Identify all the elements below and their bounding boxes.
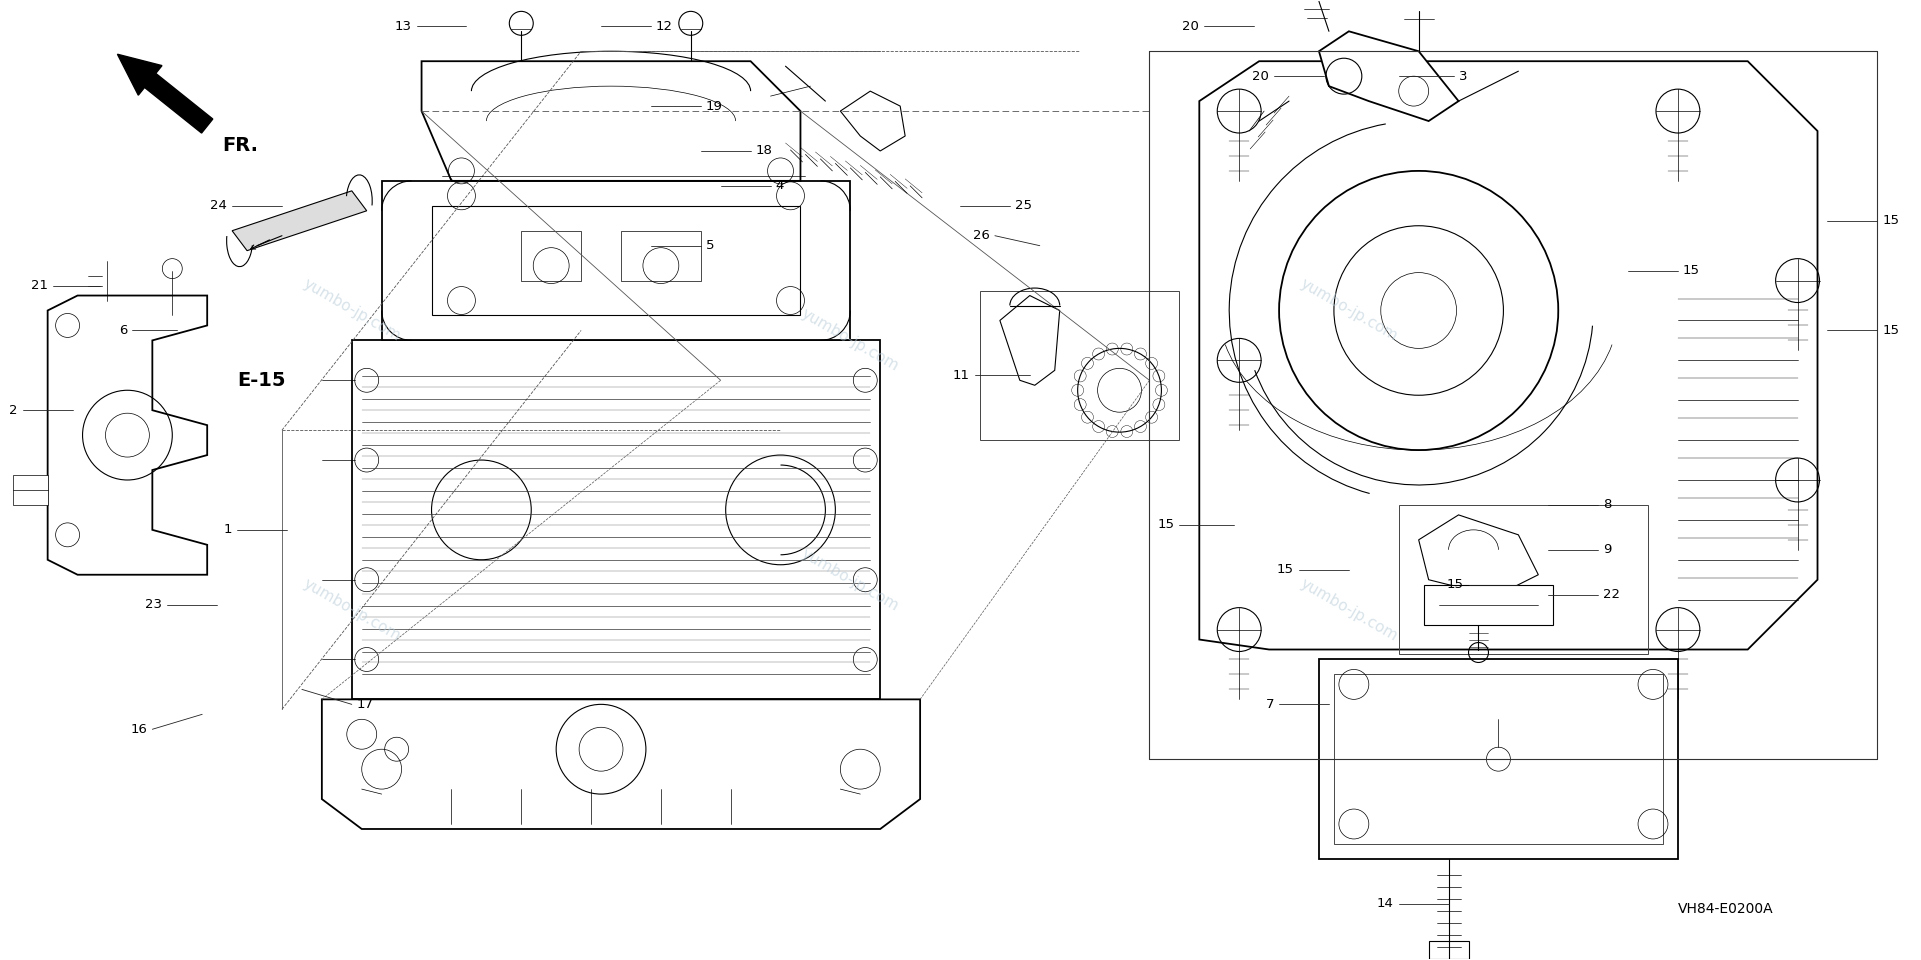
Text: 4: 4 xyxy=(776,180,784,192)
Text: 1: 1 xyxy=(223,523,232,537)
Text: 16: 16 xyxy=(131,723,148,735)
Text: 15: 15 xyxy=(1277,564,1295,576)
Text: yumbo-jp.com: yumbo-jp.com xyxy=(300,276,403,345)
Text: 25: 25 xyxy=(1014,200,1032,212)
Polygon shape xyxy=(1429,941,1468,959)
Text: 6: 6 xyxy=(119,324,127,337)
Text: 11: 11 xyxy=(953,369,970,382)
FancyArrow shape xyxy=(117,54,213,133)
Text: 17: 17 xyxy=(357,698,375,710)
Text: 15: 15 xyxy=(1447,578,1464,591)
Text: 15: 15 xyxy=(1883,214,1900,228)
Text: 12: 12 xyxy=(655,20,672,33)
Bar xyxy=(1398,505,1648,655)
Polygon shape xyxy=(521,230,580,280)
Polygon shape xyxy=(352,341,880,700)
Polygon shape xyxy=(1320,32,1458,121)
Polygon shape xyxy=(1320,660,1677,859)
Text: yumbo-jp.com: yumbo-jp.com xyxy=(300,576,403,643)
Text: 14: 14 xyxy=(1377,898,1395,910)
Text: yumbo-jp.com: yumbo-jp.com xyxy=(799,545,901,613)
Text: yumbo-jp.com: yumbo-jp.com xyxy=(1297,576,1400,643)
Text: yumbo-jp.com: yumbo-jp.com xyxy=(799,306,901,374)
Polygon shape xyxy=(382,180,851,341)
Text: 8: 8 xyxy=(1604,498,1612,512)
Text: 3: 3 xyxy=(1458,70,1468,83)
Text: 20: 20 xyxy=(1252,70,1270,83)
Polygon shape xyxy=(232,191,367,251)
Polygon shape xyxy=(1423,585,1554,625)
Text: yumbo-jp.com: yumbo-jp.com xyxy=(1297,276,1400,345)
Polygon shape xyxy=(421,61,801,180)
Text: VH84-E0200A: VH84-E0200A xyxy=(1677,901,1773,916)
Text: 22: 22 xyxy=(1604,588,1619,601)
Text: 24: 24 xyxy=(209,200,227,212)
Bar xyxy=(1333,675,1664,844)
Polygon shape xyxy=(13,475,48,505)
Text: 15: 15 xyxy=(1156,518,1174,532)
Bar xyxy=(980,291,1179,440)
Polygon shape xyxy=(839,91,905,151)
Text: 23: 23 xyxy=(146,598,161,612)
Text: 9: 9 xyxy=(1604,543,1612,556)
Polygon shape xyxy=(48,296,207,575)
Text: 5: 5 xyxy=(705,239,715,252)
Text: 21: 21 xyxy=(31,279,48,292)
Polygon shape xyxy=(1199,61,1817,650)
Text: E-15: E-15 xyxy=(236,371,286,390)
Bar xyxy=(432,205,801,316)
Polygon shape xyxy=(1001,296,1060,385)
Text: 2: 2 xyxy=(10,404,17,417)
Text: FR.: FR. xyxy=(223,136,257,155)
Text: 19: 19 xyxy=(705,100,722,112)
Polygon shape xyxy=(323,700,920,829)
Text: 20: 20 xyxy=(1183,20,1199,33)
Text: 13: 13 xyxy=(394,20,411,33)
Polygon shape xyxy=(1420,515,1539,594)
Text: 15: 15 xyxy=(1683,264,1700,277)
Text: 7: 7 xyxy=(1266,698,1274,710)
Text: 15: 15 xyxy=(1883,324,1900,337)
Text: 26: 26 xyxy=(974,229,989,242)
Text: 18: 18 xyxy=(755,144,772,157)
Polygon shape xyxy=(620,230,701,280)
